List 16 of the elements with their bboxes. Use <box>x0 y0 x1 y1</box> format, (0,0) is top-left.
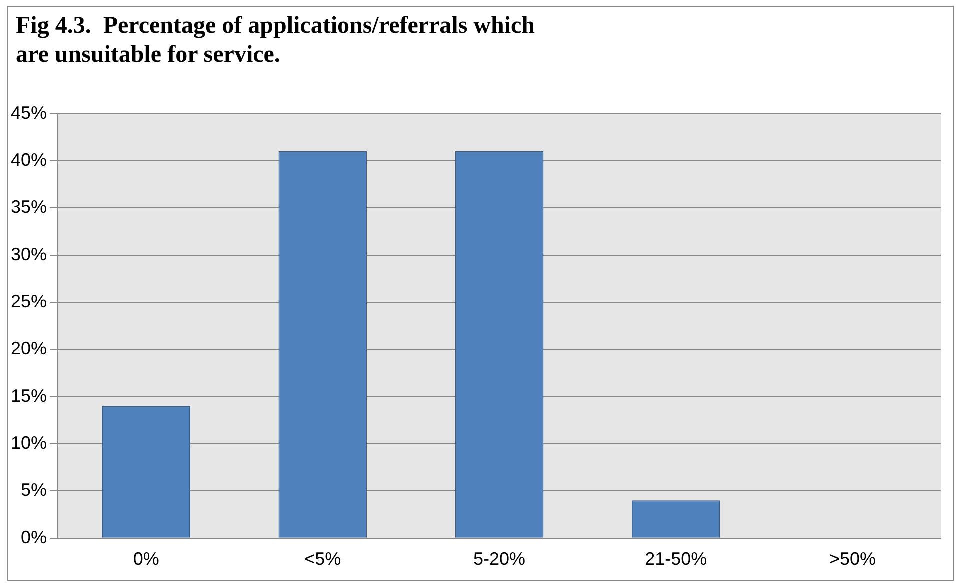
y-tick-label: 5% <box>21 480 48 500</box>
y-tick-label: 10% <box>10 433 48 454</box>
x-tick-label: <5% <box>304 549 342 570</box>
y-tick-label: 15% <box>10 386 48 406</box>
y-tick-label: 30% <box>10 244 48 264</box>
y-tick-label: 35% <box>10 197 48 218</box>
y-tick-label: 20% <box>10 338 48 359</box>
x-tick-label: 5-20% <box>474 549 526 570</box>
y-tick-label: 40% <box>10 150 48 170</box>
y-tick-label: 45% <box>10 102 48 123</box>
x-tick-label: 21-50% <box>645 549 708 570</box>
y-tick-label: 0% <box>21 527 48 548</box>
x-tick-label: >50% <box>829 549 876 570</box>
x-tick-label: 0% <box>133 549 160 570</box>
y-tick-label: 25% <box>10 291 48 312</box>
chart-title: Fig 4.3. Percentage of applications/referrals which are unsuitable for service. <box>16 12 536 70</box>
